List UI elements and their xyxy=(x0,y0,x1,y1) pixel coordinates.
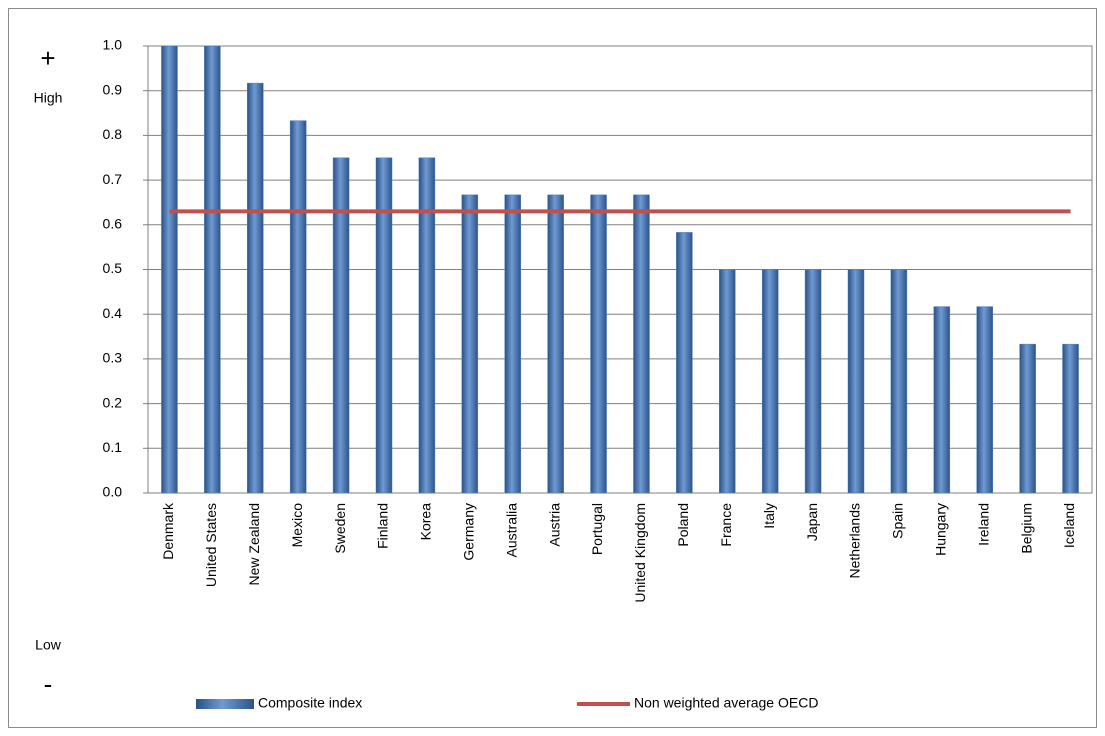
annotation-minus: - xyxy=(44,669,53,699)
x-tick-label: Ireland xyxy=(975,503,991,546)
bar xyxy=(933,306,951,494)
x-tick-label: Poland xyxy=(675,503,691,547)
y-tick-label: 0.1 xyxy=(103,439,123,455)
legend-label: Composite index xyxy=(258,695,362,711)
bar xyxy=(418,157,436,494)
y-tick-label: 0.2 xyxy=(103,394,123,410)
y-tick-label: 0.4 xyxy=(103,305,123,321)
bar xyxy=(847,269,865,494)
x-tick-label: Iceland xyxy=(1061,503,1077,548)
bar xyxy=(247,82,264,494)
y-tick-label: 0.8 xyxy=(103,126,123,142)
x-tick-label: Portugal xyxy=(589,503,605,555)
bar xyxy=(204,45,221,494)
bar xyxy=(890,269,908,494)
bar xyxy=(804,269,822,494)
bar xyxy=(1019,343,1036,494)
y-tick-label: 0.9 xyxy=(103,81,123,97)
bar xyxy=(676,232,693,494)
x-tick-label: Hungary xyxy=(933,503,949,556)
bar xyxy=(504,194,521,494)
bar xyxy=(461,194,479,494)
x-tick-label: Australia xyxy=(503,503,519,558)
x-tick-label: United Kingdom xyxy=(632,503,648,603)
bar xyxy=(332,157,350,494)
bar xyxy=(547,194,564,494)
bar xyxy=(719,269,736,494)
x-tick-label: Japan xyxy=(804,503,820,541)
y-tick-label: 0.5 xyxy=(103,260,123,276)
x-tick-label: Finland xyxy=(375,503,391,549)
x-tick-label: Denmark xyxy=(160,502,176,560)
legend-swatch xyxy=(196,699,254,709)
bar xyxy=(289,120,307,494)
y-tick-label: 0.6 xyxy=(103,216,123,232)
x-tick-label: Belgium xyxy=(1018,503,1034,554)
x-tick-label: France xyxy=(718,503,734,547)
y-tick-label: 1.0 xyxy=(103,37,123,53)
annotation-low: Low xyxy=(35,637,62,653)
x-tick-label: Austria xyxy=(546,503,562,547)
x-tick-label: Mexico xyxy=(289,503,305,548)
y-tick-label: 0.7 xyxy=(103,171,123,187)
x-tick-label: New Zealand xyxy=(246,503,262,586)
bar xyxy=(761,269,779,494)
y-tick-label: 0.0 xyxy=(103,484,123,500)
x-tick-label: Spain xyxy=(890,503,906,539)
x-tick-label: Netherlands xyxy=(847,503,863,579)
bar xyxy=(976,306,993,494)
y-tick-label: 0.3 xyxy=(103,350,123,366)
bar xyxy=(1062,343,1079,494)
x-tick-label: Sweden xyxy=(332,503,348,554)
bar xyxy=(161,45,178,494)
x-tick-label: Korea xyxy=(418,503,434,541)
bar xyxy=(633,194,650,494)
bar xyxy=(590,194,607,494)
bar xyxy=(375,157,393,494)
x-tick-label: United States xyxy=(203,503,219,587)
annotation-plus: + xyxy=(40,43,55,73)
annotation-high: High xyxy=(34,90,63,106)
legend-label: Non weighted average OECD xyxy=(634,695,818,711)
x-tick-label: Italy xyxy=(761,503,777,529)
x-tick-label: Germany xyxy=(461,503,477,561)
